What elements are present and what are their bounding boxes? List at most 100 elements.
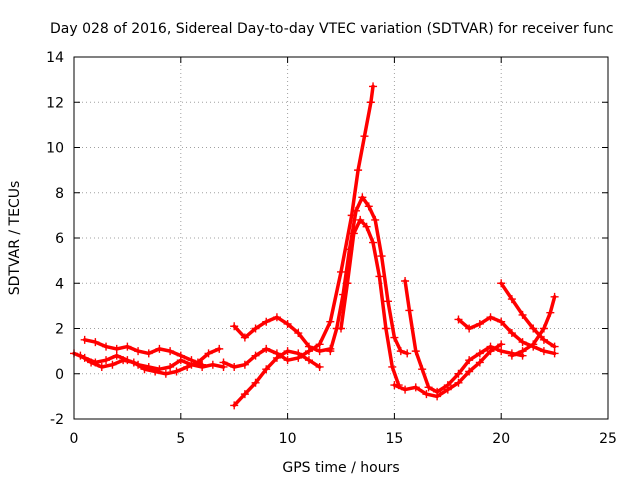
data-point [262, 344, 271, 353]
data-point [358, 193, 367, 202]
data-point [176, 351, 185, 360]
series-line [456, 315, 557, 356]
data-point [183, 362, 192, 371]
data-point [240, 333, 249, 342]
data-point [230, 362, 239, 371]
data-point [497, 317, 506, 326]
data-point [475, 349, 484, 358]
data-point [304, 347, 313, 356]
data-point [454, 369, 463, 378]
data-point [529, 340, 538, 349]
data-point [546, 308, 555, 317]
series-sat-c [76, 344, 224, 378]
data-point [208, 360, 217, 369]
series-line [221, 84, 375, 369]
x-axis-ticks: 0 5 10 15 20 25 [70, 57, 617, 447]
x-axis-label: GPS time / hours [282, 460, 399, 476]
data-point [251, 378, 260, 387]
data-point [369, 238, 378, 247]
data-point [262, 365, 271, 374]
plot-frame [73, 56, 609, 420]
y-tick-label: 4 [55, 276, 64, 292]
series-sat-g [326, 193, 412, 358]
y-tick-label: 14 [46, 50, 64, 66]
data-point [507, 295, 516, 304]
series-sat-e [230, 347, 324, 410]
data-point [401, 385, 410, 394]
data-point [80, 335, 89, 344]
data-point [550, 292, 559, 301]
data-point [377, 252, 386, 261]
data-point [518, 338, 527, 347]
data-point [433, 392, 442, 401]
data-point [326, 347, 335, 356]
data-point [151, 367, 160, 376]
data-point [172, 367, 181, 376]
data-point [87, 358, 96, 367]
data-point [390, 381, 399, 390]
data-point [486, 313, 495, 322]
data-point [539, 347, 548, 356]
x-tick-label: 10 [279, 431, 297, 447]
data-point [144, 349, 153, 358]
data-point [102, 342, 111, 351]
data-point [550, 342, 559, 351]
data-point [465, 367, 474, 376]
data-point [465, 324, 474, 333]
data-point [422, 390, 431, 399]
data-point [388, 362, 397, 371]
data-point [91, 338, 100, 347]
data-point [166, 362, 175, 371]
data-point [193, 358, 202, 367]
data-point [364, 202, 373, 211]
data-point [240, 390, 249, 399]
data-point [351, 206, 360, 215]
data-point [454, 315, 463, 324]
data-point [304, 356, 313, 365]
data-point [424, 383, 433, 392]
series-sat-f [219, 82, 378, 371]
data-point [539, 324, 548, 333]
x-tick-label: 15 [385, 431, 403, 447]
data-point [283, 347, 292, 356]
data-point [383, 297, 392, 306]
data-point [251, 351, 260, 360]
y-tick-label: 12 [46, 95, 64, 111]
data-point [198, 360, 207, 369]
data-point [119, 356, 128, 365]
data-point [315, 362, 324, 371]
data-point [405, 306, 414, 315]
data-point [294, 353, 303, 362]
data-point [240, 360, 249, 369]
data-point [315, 340, 324, 349]
data-point [497, 279, 506, 288]
series-sat-l [497, 279, 559, 351]
y-axis-label: SDTVAR / TECUs [7, 181, 23, 296]
data-point [497, 340, 506, 349]
y-tick-label: 2 [55, 322, 64, 338]
data-point [215, 344, 224, 353]
y-axis-ticks: -2 0 2 4 6 8 10 12 14 [46, 50, 608, 428]
x-tick-label: 20 [492, 431, 510, 447]
data-point [366, 98, 375, 107]
series-sat-j [390, 340, 506, 401]
data-point [465, 356, 474, 365]
series-sat-k [454, 313, 559, 358]
data-point [315, 347, 324, 356]
data-point [396, 347, 405, 356]
data-point [443, 385, 452, 394]
chart-title: Day 028 of 2016, Sidereal Day-to-day VTE… [50, 21, 614, 37]
data-point [123, 342, 132, 351]
data-point [475, 319, 484, 328]
data-point [251, 324, 260, 333]
data-point [161, 369, 170, 378]
data-point [134, 347, 143, 356]
data-point [230, 322, 239, 331]
y-tick-label: 0 [55, 367, 64, 383]
data-point [375, 272, 384, 281]
data-point [129, 358, 138, 367]
data-point [354, 166, 363, 175]
x-tick-label: 25 [599, 431, 617, 447]
series-line [82, 338, 204, 367]
